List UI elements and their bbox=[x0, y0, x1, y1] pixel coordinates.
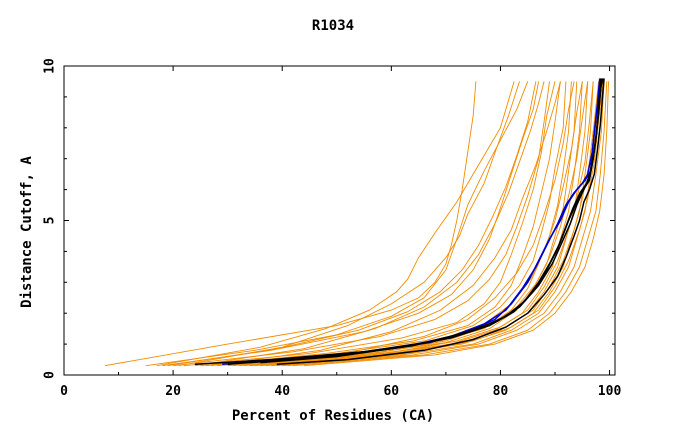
x-axis-ticks: 0 20 40 60 80 100 bbox=[60, 66, 621, 399]
y-axis-ticks: 0 5 10 bbox=[43, 58, 615, 379]
model-curve-7 bbox=[205, 81, 567, 367]
model-curve-15 bbox=[293, 81, 608, 367]
black-curve-4 bbox=[276, 78, 605, 365]
x-axis-label: Percent of Residues (CA) bbox=[232, 408, 434, 424]
x-tick-label-60: 60 bbox=[383, 384, 399, 399]
model-curve-16 bbox=[303, 81, 609, 367]
x-tick-label-80: 80 bbox=[493, 384, 509, 399]
model-curve-20 bbox=[233, 81, 575, 367]
model-curve-13 bbox=[271, 81, 600, 367]
model-curve-24 bbox=[276, 81, 600, 367]
model-curve-17 bbox=[178, 81, 520, 367]
model-curve-25 bbox=[287, 81, 604, 367]
model-curve-5 bbox=[183, 81, 556, 367]
model-curve-19 bbox=[211, 81, 561, 367]
x-tick-label-100: 100 bbox=[598, 384, 622, 399]
y-axis-label: Distance Cutoff, A bbox=[19, 156, 35, 308]
black-curve-3 bbox=[194, 78, 602, 365]
y-tick-label-5: 5 bbox=[43, 217, 58, 225]
black-curve-6 bbox=[260, 78, 604, 364]
model-curve-23 bbox=[265, 81, 594, 367]
model-curve-9 bbox=[227, 81, 578, 367]
model-curves bbox=[104, 81, 609, 367]
model-curve-1 bbox=[104, 81, 477, 367]
x-tick-label-40: 40 bbox=[274, 384, 290, 399]
x-tick-label-0: 0 bbox=[60, 384, 68, 399]
model-curve-18 bbox=[194, 81, 545, 367]
model-curve-26 bbox=[156, 81, 515, 367]
model-curve-27 bbox=[167, 81, 537, 367]
highlighted-curves bbox=[194, 78, 605, 365]
x-tick-label-20: 20 bbox=[165, 384, 181, 399]
model-curve-3 bbox=[162, 81, 540, 367]
y-tick-label-0: 0 bbox=[43, 371, 58, 379]
y-tick-label-10: 10 bbox=[43, 58, 58, 74]
model-curve-21 bbox=[243, 81, 583, 367]
model-curve-12 bbox=[260, 81, 594, 367]
model-curve-8 bbox=[216, 81, 572, 367]
model-curve-2 bbox=[145, 81, 529, 367]
model-curve-22 bbox=[254, 81, 589, 367]
blue-curve-2 bbox=[249, 78, 601, 364]
model-curve-14 bbox=[282, 81, 605, 367]
model-curve-6 bbox=[200, 81, 561, 367]
chart-title: R1034 bbox=[312, 18, 354, 34]
